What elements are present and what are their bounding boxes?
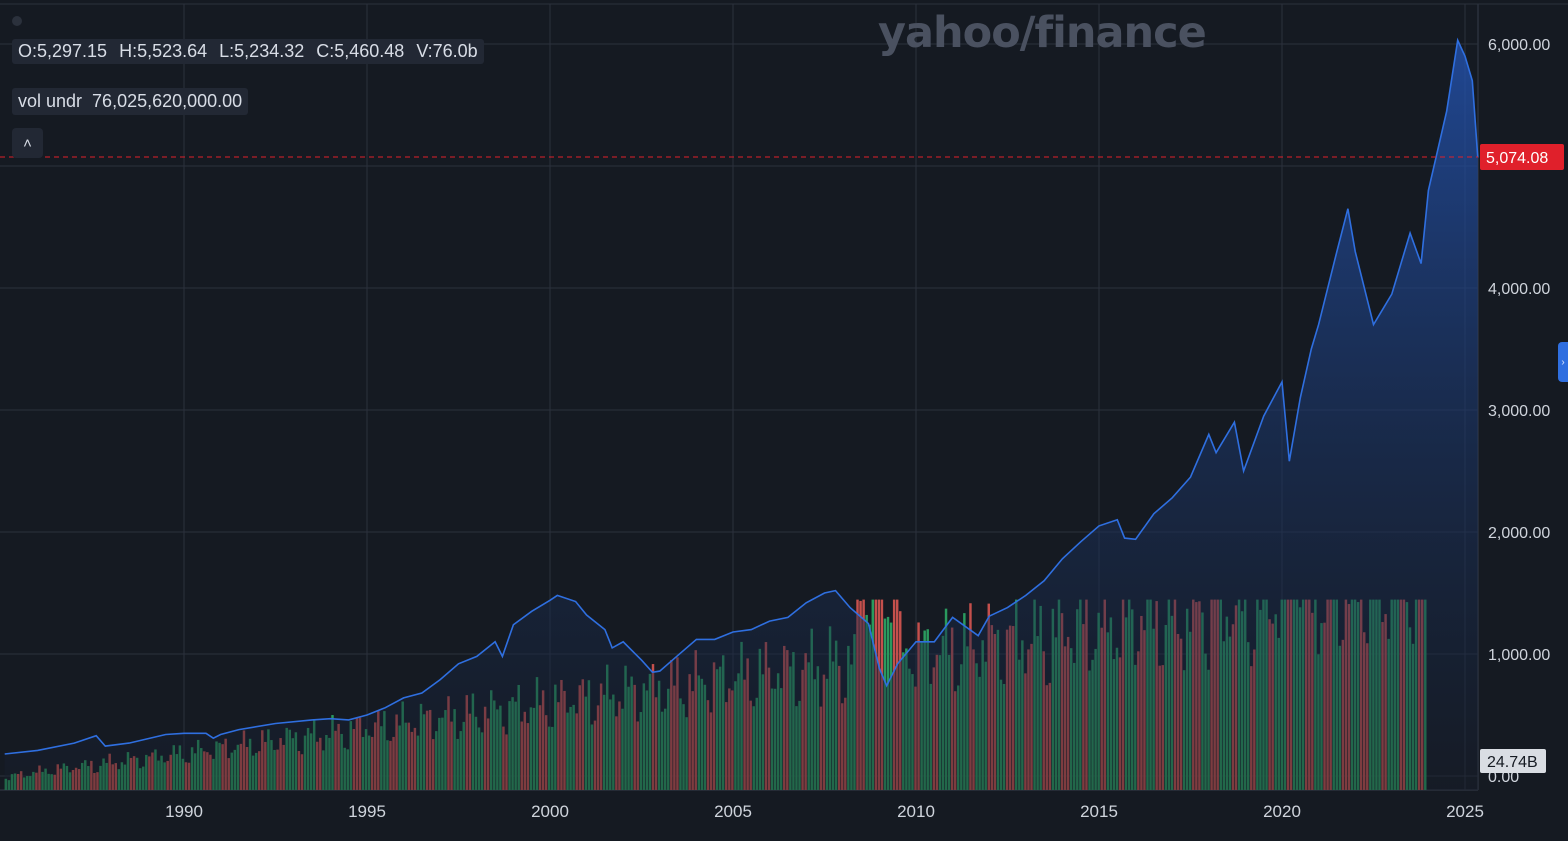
current-price-marker: 5,074.08 — [1480, 143, 1564, 170]
open-value: O:5,297.15 — [18, 41, 108, 61]
volume-value: V:76.0b — [416, 41, 478, 61]
x-tick-label: 2010 — [897, 802, 935, 821]
collapse-legend-button[interactable]: ˄ — [12, 128, 43, 158]
status-dot — [12, 16, 22, 26]
y-tick-label: 1,000.00 — [1488, 647, 1550, 664]
volume-axis-box — [1480, 749, 1546, 773]
x-axis-ticks: 1990 1995 2000 2005 2010 2015 2020 2025 — [165, 802, 1484, 821]
y-tick-label: 0.00 — [1488, 769, 1519, 786]
chevron-right-icon: › — [1561, 356, 1565, 368]
x-tick-label: 2025 — [1446, 802, 1484, 821]
volume-indicator-legend[interactable]: vol undr 76,025,620,000.00 — [12, 88, 249, 115]
volume-indicator-label: vol undr — [18, 91, 83, 111]
close-value: C:5,460.48 — [316, 41, 405, 61]
low-value: L:5,234.32 — [219, 41, 305, 61]
current-price-label: 5,074.08 — [1486, 150, 1548, 167]
volume-indicator-value: 76,025,620,000.00 — [92, 91, 243, 111]
y-tick-label: 6,000.00 — [1488, 37, 1550, 54]
y-tick-label: 4,000.00 — [1488, 281, 1550, 298]
ohlc-legend: O:5,297.15 H:5,523.64 L:5,234.32 C:5,460… — [12, 39, 484, 64]
side-panel-tab[interactable]: › — [1558, 342, 1568, 382]
volume-marker: 24.74B — [1480, 749, 1546, 773]
x-tick-label: 2005 — [714, 802, 752, 821]
yahoo-finance-logo: yahoo/finance — [878, 8, 1207, 58]
y-tick-label: 3,000.00 — [1488, 403, 1550, 420]
y-axis-ticks: 0.00 1,000.00 2,000.00 3,000.00 4,000.00 6,00… — [1488, 37, 1550, 786]
x-tick-label: 2020 — [1263, 802, 1301, 821]
price-area — [4, 40, 1478, 791]
chevron-up-icon: ˄ — [23, 134, 32, 152]
high-value: H:5,523.64 — [119, 41, 208, 61]
x-tick-label: 2000 — [531, 802, 569, 821]
volume-axis-label: 24.74B — [1487, 754, 1538, 771]
x-tick-label: 1995 — [348, 802, 386, 821]
x-tick-label: 1990 — [165, 802, 203, 821]
y-tick-label: 2,000.00 — [1488, 525, 1550, 542]
price-line — [4, 37, 1479, 755]
x-tick-label: 2015 — [1080, 802, 1118, 821]
current-price-box — [1480, 143, 1564, 170]
